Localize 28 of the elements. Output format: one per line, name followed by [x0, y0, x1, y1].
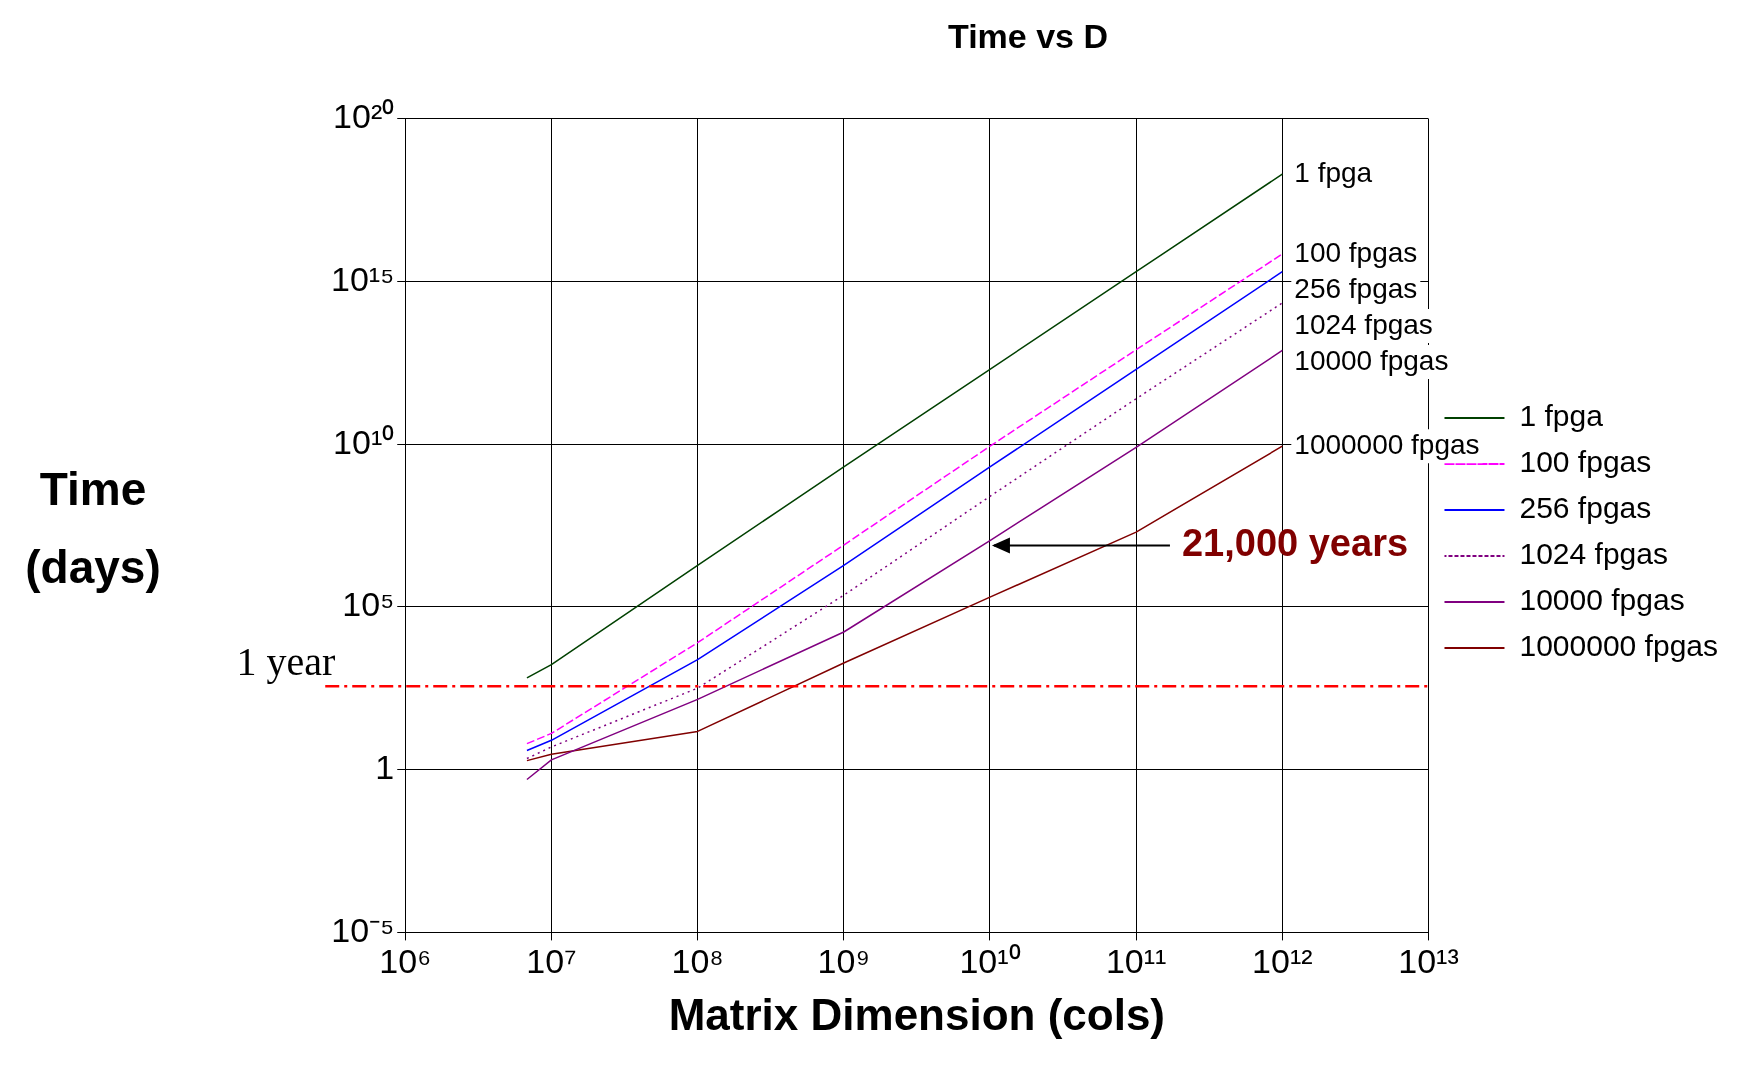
x-tick-label: 10¹⁰ — [959, 942, 1021, 981]
x-tick-label: 10¹² — [1252, 942, 1313, 981]
x-tick-label: 10¹³ — [1398, 942, 1459, 981]
text: 1024 fpgas — [1294, 308, 1433, 340]
y-tick-label: 10²⁰ — [333, 97, 395, 136]
x-tick-label: 10⁸ — [671, 942, 724, 981]
chart-title: Time vs D — [947, 16, 1109, 55]
text: 10000 fpgas — [1294, 344, 1449, 376]
y-tick-label: 10¹⁰ — [333, 422, 395, 461]
y-tick-label: 10¹⁵ — [330, 259, 395, 298]
y-tick-label: 1 — [375, 748, 395, 787]
text: 1 fpga — [1294, 156, 1373, 188]
text: 100 fpgas — [1294, 236, 1418, 268]
y-tick-label: 10⁵ — [342, 585, 395, 624]
x-axis-title: Matrix Dimension (cols) — [668, 989, 1166, 1039]
ref-line-label: 1 year — [236, 638, 336, 684]
legend-label: 100 fpgas — [1519, 445, 1652, 479]
x-tick-label: 10⁹ — [817, 942, 870, 981]
x-tick-label: 10⁷ — [526, 942, 577, 981]
y-axis-title: Time (days) — [24, 461, 162, 595]
x-tick-label: 10¹¹ — [1105, 942, 1167, 981]
text: 256 fpgas — [1294, 272, 1418, 304]
legend-label: 256 fpgas — [1519, 491, 1652, 525]
legend-label: 1 fpga — [1519, 399, 1604, 433]
legend-label: 1024 fpgas — [1519, 537, 1668, 571]
text: 1000000 fpgas — [1294, 428, 1480, 460]
legend-label: 1000000 fpgas — [1519, 629, 1718, 663]
legend-label: 10000 fpgas — [1519, 583, 1685, 617]
